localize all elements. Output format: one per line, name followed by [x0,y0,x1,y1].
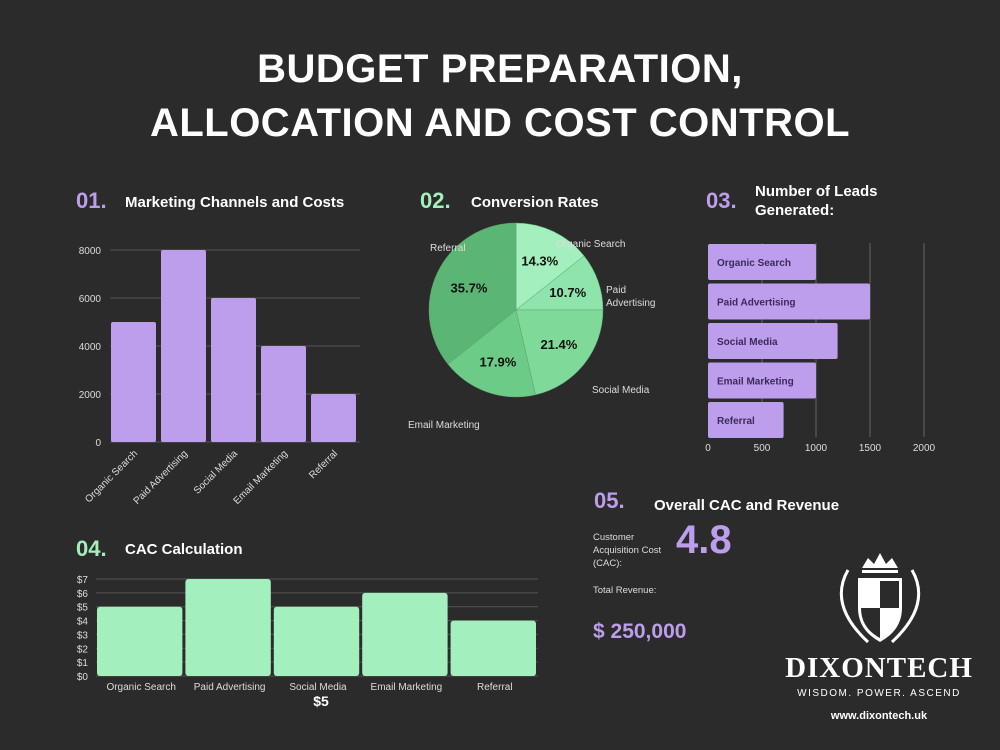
y-tick-label: $3 [77,630,89,641]
section-title: Marketing Channels and Costs [125,194,345,211]
slice-category-label: Social Media [592,385,650,396]
page-title: BUDGET PREPARATION, ALLOCATION AND COST C… [0,42,1000,150]
bar [708,323,838,359]
slice-value-label: 35.7% [451,280,488,295]
slice-value-label: 10.7% [549,285,586,300]
x-tick-label: Email Marketing [371,682,443,693]
x-tick-label: Social Media [289,682,347,693]
x-tick-label: Organic Search [106,682,175,693]
title-line-1: BUDGET PREPARATION, [257,47,743,91]
slice-category-label: Referral [430,243,466,254]
pie-slice [515,222,585,311]
bar [97,606,183,676]
brand-url[interactable]: www.dixontech.uk [830,710,928,722]
bar [185,579,271,676]
slice-value-label: 21.4% [540,337,577,352]
bar-label: Email Marketing [717,377,794,388]
section-number: 05. [594,488,625,513]
x-tick-label: Email Marketing [232,448,290,506]
section-number: 01. [76,188,107,213]
brand-name: DIXONTECH [785,652,973,684]
y-tick-label: $6 [77,589,89,600]
bar [708,402,784,438]
slice-category-label: Email Marketing [408,420,480,431]
pie-slice [515,309,604,396]
bar [273,606,360,676]
bar [161,250,206,442]
bar-label: Organic Search [717,258,791,269]
title-line-2: ALLOCATION AND COST CONTROL [149,101,851,145]
revenue-label: Total Revenue: [593,585,657,596]
bar [708,362,816,399]
bar [261,346,306,442]
bar-label: Paid Advertising [717,298,796,309]
y-tick-label: $7 [77,575,89,586]
x-tick-label: Referral [307,448,340,481]
crest-logo-icon [839,553,921,644]
bar-label: Social Media [717,337,778,348]
y-tick-label: $5 [77,603,89,614]
section-number: 04. [76,536,107,561]
section-title: Number of Leads Generated: [755,183,878,219]
brand-tagline: WISDOM. POWER. ASCEND [797,688,961,699]
cac-label: Customer Acquisition Cost (CAC): [593,532,662,569]
y-tick-label: 0 [95,438,101,449]
x-tick-label: Organic Search [83,448,140,505]
x-tick-label: 1500 [859,443,882,454]
x-tick-label: Paid Advertising [194,682,266,693]
x-tick-label: 500 [754,443,771,454]
section-title: Overall CAC and Revenue [654,497,840,514]
x-tick-label: Paid Advertising [132,448,190,506]
section-number: 03. [706,188,737,213]
section-title: CAC Calculation [125,541,243,558]
y-tick-label: $1 [77,658,89,669]
x-tick-label: Referral [477,682,513,693]
y-tick-label: $4 [77,617,89,628]
slice-value-label: 14.3% [521,254,558,269]
section-number: 02. [420,188,451,213]
y-tick-label: 2000 [79,390,102,401]
slice-category-label: Advertising [606,298,655,309]
section-title: Conversion Rates [471,194,599,211]
x-tick-label: 2000 [913,443,936,454]
y-tick-label: $0 [77,672,89,683]
bar [211,298,256,442]
cac-value: 4.8 [676,518,732,562]
bar [450,620,536,676]
bar-label: Referral [717,416,755,427]
y-tick-label: 8000 [79,246,102,257]
annotation: $5 [313,693,329,709]
x-tick-label: 1000 [805,443,828,454]
y-tick-label: $2 [77,644,89,655]
bar [362,592,448,676]
slice-value-label: 17.9% [479,355,516,370]
x-tick-label: Social Media [192,448,241,497]
slice-category-label: Paid [606,285,626,296]
bar [708,244,816,280]
bar [708,283,870,320]
bar [311,394,356,442]
revenue-value: $ 250,000 [593,620,687,643]
x-tick-label: 0 [705,443,711,454]
bar [111,322,156,442]
y-tick-label: 6000 [79,294,102,305]
y-tick-label: 4000 [79,342,102,353]
slice-category-label: Organic Search [556,239,625,250]
pie-slice [428,222,517,365]
pie-slice [447,309,536,398]
